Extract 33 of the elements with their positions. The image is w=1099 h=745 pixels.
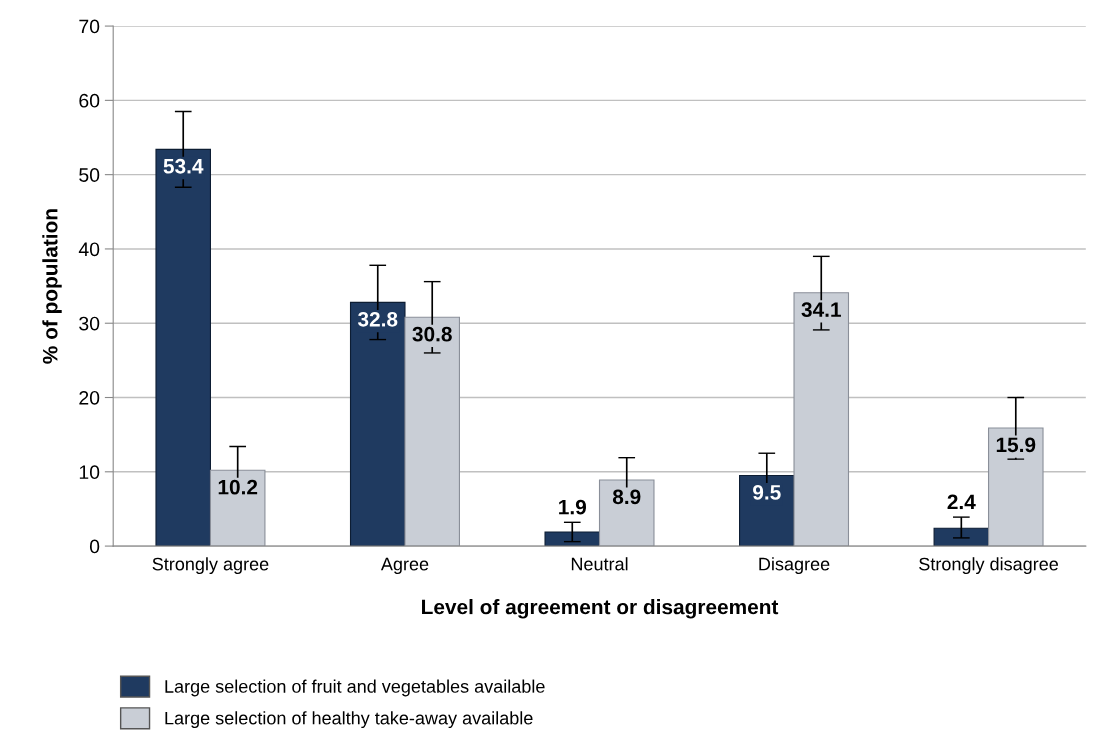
data-label: 15.9 bbox=[996, 437, 1036, 453]
legend-label: Large selection of fruit and vegetables available bbox=[165, 679, 545, 697]
data-label: 30.8 bbox=[412, 326, 452, 342]
x-tick-label: Strongly agree bbox=[152, 557, 269, 575]
data-label: 2.4 bbox=[947, 494, 976, 510]
y-tick-label: 50 bbox=[79, 168, 100, 182]
data-label: 9.5 bbox=[753, 484, 781, 500]
y-tick-label: 40 bbox=[78, 242, 100, 257]
x-tick-label: Neutral bbox=[571, 557, 628, 571]
x-tick-label: Disagree bbox=[759, 557, 830, 575]
x-tick-label: Agree bbox=[380, 557, 429, 575]
y-tick-label: 70 bbox=[79, 19, 100, 34]
bar bbox=[793, 292, 850, 547]
bar bbox=[933, 527, 990, 547]
y-tick-label: 10 bbox=[79, 465, 100, 480]
data-label: 34.1 bbox=[801, 302, 841, 318]
x-tick-label: Strongly disagree bbox=[919, 557, 1059, 575]
data-label: 53.4 bbox=[163, 158, 204, 174]
y-tick-label: 30 bbox=[79, 316, 100, 331]
bar bbox=[155, 148, 212, 547]
data-label: 32.8 bbox=[357, 311, 398, 327]
bar bbox=[349, 301, 406, 547]
data-label: 8.9 bbox=[612, 489, 641, 505]
data-label: 1.9 bbox=[559, 499, 586, 515]
legend-label: Large selection of healthy take-away available bbox=[165, 711, 533, 729]
y-tick-label: 0 bbox=[89, 539, 100, 554]
data-label: 10.2 bbox=[218, 479, 258, 495]
bar bbox=[404, 316, 461, 547]
x-axis-title: Level of agreement or disagreement bbox=[422, 599, 779, 619]
bar bbox=[544, 531, 601, 547]
y-tick-label: 60 bbox=[79, 93, 100, 108]
y-tick-label: 20 bbox=[79, 390, 100, 405]
y-axis-title: % of population bbox=[42, 209, 62, 364]
